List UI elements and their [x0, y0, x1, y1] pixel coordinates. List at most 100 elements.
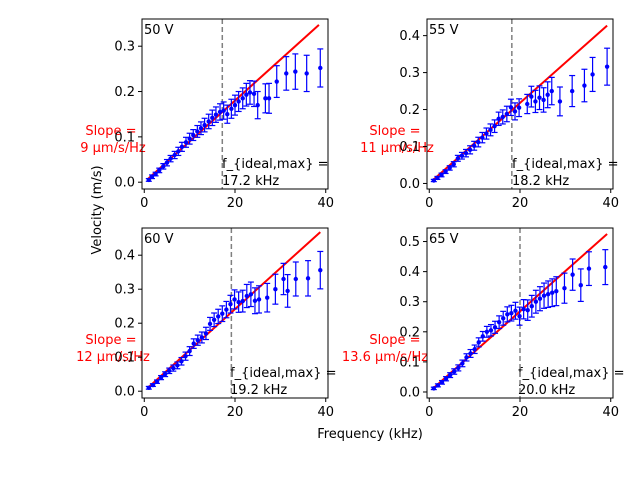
data-point — [456, 365, 461, 371]
y-tick-label: 0.0 — [399, 385, 420, 400]
data-point — [281, 276, 286, 282]
data-point — [467, 147, 473, 153]
data-point — [220, 311, 225, 316]
slope-annotation-line-2: 12 μm/s/Hz — [76, 350, 150, 365]
y-tick-label: 0.2 — [114, 85, 135, 100]
data-point — [484, 131, 489, 136]
x-tick-label: 20 — [512, 405, 529, 420]
subplot-60v: Slope = 12 μm/s/Hz f_{ideal,max} = 19.2 … — [76, 227, 337, 420]
data-point — [501, 316, 506, 321]
slope-annotation-line-1: Slope = — [369, 124, 420, 139]
data-point — [550, 290, 555, 295]
data-point — [213, 112, 219, 117]
fmax-annotation-line-1: f_{ideal,max} = — [230, 366, 337, 381]
y-tick-label: 0.3 — [399, 295, 420, 310]
data-point — [202, 122, 207, 128]
data-point — [447, 372, 453, 378]
data-point — [516, 105, 522, 110]
data-point — [464, 355, 469, 360]
data-point — [582, 83, 587, 88]
data-point — [247, 90, 253, 95]
data-point — [266, 96, 272, 101]
slope-annotation-line-1: Slope = — [369, 333, 420, 348]
y-tick-label: 0.0 — [399, 177, 420, 192]
data-point — [452, 369, 457, 374]
data-point — [529, 94, 534, 99]
data-point — [179, 144, 185, 150]
data-point — [211, 317, 217, 322]
data-point — [463, 150, 469, 156]
plot-area — [430, 19, 611, 189]
data-point — [496, 116, 501, 121]
data-point — [236, 99, 241, 104]
y-tick-label: 0.0 — [114, 385, 135, 400]
data-point — [545, 92, 550, 97]
data-point — [443, 169, 448, 174]
panel-label: 60 V — [144, 232, 174, 247]
data-point — [541, 293, 547, 298]
data-point — [549, 88, 554, 94]
data-point — [525, 307, 530, 313]
x-tick-label: 20 — [227, 405, 244, 420]
data-point — [305, 276, 311, 281]
data-point — [554, 288, 559, 294]
slope-annotation-line-2: 9 μm/s/Hz — [80, 141, 146, 156]
fmax-annotation-line-1: f_{ideal,max} = — [518, 366, 625, 381]
data-point — [293, 276, 298, 282]
data-point — [207, 321, 213, 327]
x-tick-label: 40 — [602, 196, 619, 211]
data-point — [529, 304, 534, 309]
data-point — [252, 298, 258, 303]
y-tick-label: 0.2 — [399, 103, 420, 118]
data-point — [545, 291, 551, 297]
data-point — [183, 353, 188, 359]
y-axis-label: Velocity (m/s) — [90, 165, 105, 254]
x-axis-label: Frequency (kHz) — [317, 427, 423, 442]
data-point — [183, 140, 189, 145]
y-tick-label: 0.0 — [114, 176, 135, 191]
data-point — [570, 272, 575, 277]
fmax-annotation-line-2: 17.2 kHz — [222, 174, 279, 189]
data-point — [604, 64, 610, 69]
data-point — [512, 109, 518, 114]
data-point — [480, 135, 485, 140]
data-point — [146, 177, 152, 183]
panel-label: 55 V — [429, 23, 459, 38]
panel-label: 65 V — [429, 232, 459, 247]
data-point — [255, 102, 260, 108]
data-point — [557, 99, 563, 104]
data-point — [500, 114, 505, 120]
data-point — [569, 88, 575, 94]
data-point — [504, 111, 510, 117]
data-point — [451, 162, 456, 167]
x-tick-label: 0 — [425, 196, 433, 211]
x-tick-label: 40 — [602, 405, 619, 420]
data-point — [562, 285, 567, 291]
slope-annotation-line-1: Slope = — [85, 124, 136, 139]
data-point — [240, 298, 245, 304]
y-tick-label: 0.2 — [399, 325, 420, 340]
plot-area — [145, 228, 324, 398]
y-tick-label: 0.1 — [114, 351, 135, 366]
data-point — [187, 136, 192, 141]
fmax-annotation: f_{ideal,max} = 18.2 kHz — [512, 157, 623, 189]
data-point — [468, 351, 473, 356]
data-point — [225, 112, 230, 117]
data-point — [273, 287, 278, 292]
data-point — [157, 168, 162, 173]
fmax-annotation-line-2: 20.0 kHz — [518, 383, 575, 398]
x-tick-label: 0 — [140, 196, 148, 211]
data-point — [232, 297, 237, 302]
data-point — [471, 143, 477, 148]
data-point — [318, 267, 323, 273]
data-point — [525, 101, 530, 107]
data-point — [240, 96, 245, 101]
data-point — [203, 331, 209, 336]
slope-annotation: Slope = 11 μm/s/Hz — [360, 124, 434, 156]
data-point — [533, 299, 539, 304]
slope-annotation-line-2: 13.6 μm/s/Hz — [342, 350, 428, 365]
data-point — [472, 347, 477, 352]
data-point — [171, 365, 176, 371]
data-point — [439, 380, 445, 385]
data-point — [210, 115, 215, 121]
